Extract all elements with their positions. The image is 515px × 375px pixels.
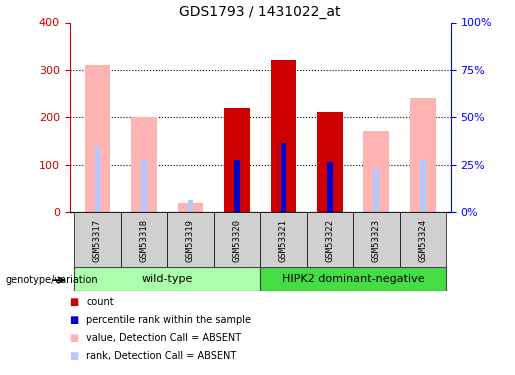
Text: GSM53317: GSM53317 [93,219,102,261]
Bar [95,146,100,212]
Text: ■: ■ [70,351,79,361]
Text: GSM53321: GSM53321 [279,219,288,261]
Bar [214,212,260,268]
Text: GSM53320: GSM53320 [232,219,242,261]
Bar [74,212,121,268]
Bar [260,212,306,268]
Bar [131,117,157,212]
Text: rank, Detection Call = ABSENT: rank, Detection Call = ABSENT [86,351,236,361]
Text: HIPK2 dominant-negative: HIPK2 dominant-negative [282,274,424,284]
Text: value, Detection Call = ABSENT: value, Detection Call = ABSENT [86,333,241,343]
Bar [167,212,214,268]
Text: wild-type: wild-type [142,274,193,284]
Bar [84,65,110,212]
Text: ■: ■ [70,297,79,307]
Text: genotype/variation: genotype/variation [5,275,98,285]
Bar [364,131,389,212]
Bar [373,169,379,212]
Text: percentile rank within the sample: percentile rank within the sample [86,315,251,325]
Bar [260,267,446,291]
Bar [74,267,260,291]
Bar [317,112,342,212]
Bar [234,160,239,212]
Bar [121,212,167,268]
Text: ■: ■ [70,315,79,325]
Bar [400,212,446,268]
Bar [306,212,353,268]
Bar [178,203,203,212]
Bar [281,143,286,212]
Text: GSM53323: GSM53323 [372,219,381,261]
Bar [224,108,250,212]
Bar [420,160,425,212]
Bar [410,98,436,212]
Title: GDS1793 / 1431022_at: GDS1793 / 1431022_at [179,5,341,19]
Text: GSM53322: GSM53322 [325,219,334,261]
Text: ■: ■ [70,333,79,343]
Bar [353,212,400,268]
Bar [327,162,333,212]
Bar [187,200,193,212]
Text: count: count [86,297,114,307]
Text: GSM53318: GSM53318 [140,219,148,261]
Text: GSM53324: GSM53324 [418,219,427,261]
Bar [141,160,147,212]
Text: GSM53319: GSM53319 [186,219,195,261]
Bar [270,60,296,212]
